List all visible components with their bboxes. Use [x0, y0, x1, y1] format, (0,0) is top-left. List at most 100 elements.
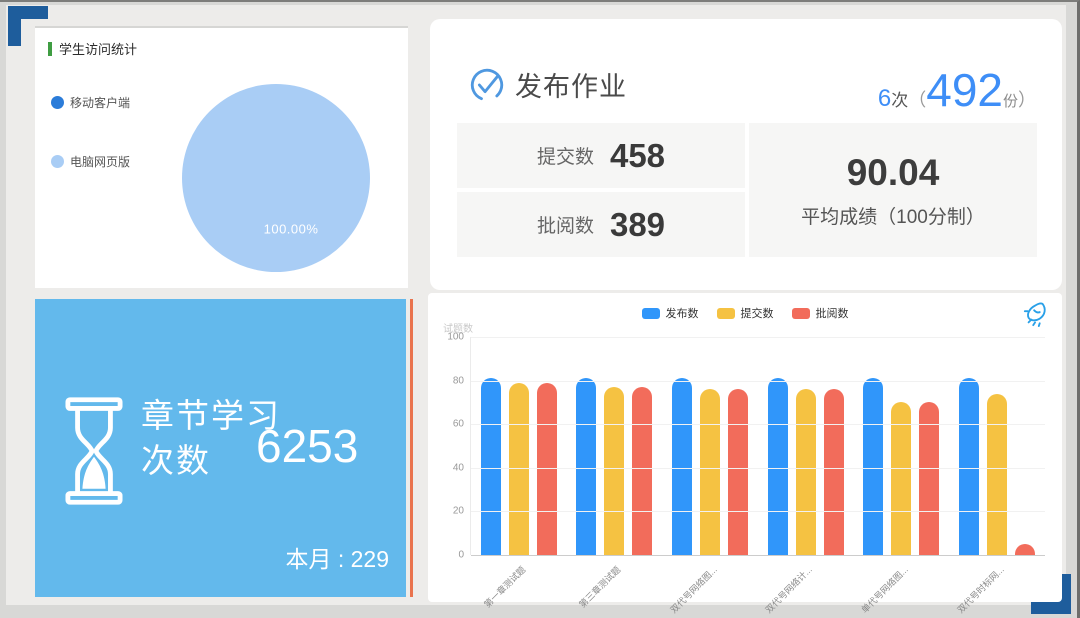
bar-批阅数[interactable] — [536, 382, 557, 555]
bar-cluster — [672, 337, 749, 555]
panel-title-row: 学生访问统计 — [48, 39, 137, 58]
bar-chart-plot-area: 第一章测试题 第三章测试题 双代号网络图... 双代号网络计... 单代号网络图... 双… — [447, 332, 1045, 615]
average-score-value: 90.04 — [846, 151, 940, 193]
bar-group: 单代号网络图... — [859, 337, 940, 615]
bar-批阅数[interactable] — [1015, 544, 1036, 555]
bar-批阅数[interactable] — [632, 387, 653, 555]
gridline — [471, 337, 1045, 338]
accent-divider-line — [410, 299, 413, 597]
homework-bar-chart-panel: 发布数 提交数 批阅数 试题数 第一章测试题 第三章测试题 双代号网络图... 双代号网络… — [428, 293, 1062, 615]
title-accent-bar — [48, 41, 52, 56]
bar-cluster — [959, 337, 1036, 555]
bar-发布数[interactable] — [672, 378, 693, 555]
bar-发布数[interactable] — [767, 378, 788, 555]
legend-label: 发布数 — [665, 308, 699, 320]
bar-cluster — [480, 337, 557, 555]
bar-批阅数[interactable] — [919, 402, 940, 555]
pie-legend-item[interactable]: 移动客户端 — [51, 94, 130, 111]
stats-left-column: 提交数 458 批阅数 389 — [457, 123, 745, 257]
bar-发布数[interactable] — [576, 378, 597, 555]
bar-发布数[interactable] — [959, 378, 980, 555]
bar-group: 双代号网络计... — [764, 337, 844, 615]
chapter-title-line1: 章节学习 — [141, 397, 281, 434]
legend-swatch — [791, 307, 810, 319]
bar-cluster — [863, 337, 940, 555]
corner-bracket-top-left — [8, 6, 48, 46]
bar-发布数[interactable] — [863, 378, 884, 555]
x-axis-label: 双代号网络图... — [668, 564, 719, 615]
bar-legend-item[interactable]: 发布数 — [641, 305, 699, 321]
chapter-card-title: 章节学习 次数 — [141, 393, 281, 483]
stat-value: 458 — [609, 136, 666, 174]
y-axis-tick: 40 — [452, 462, 464, 474]
stat-label: 批阅数 — [536, 216, 594, 237]
average-score-box: 90.04 平均成绩（100分制） — [749, 123, 1037, 257]
panel-title: 学生访问统计 — [59, 42, 138, 57]
times-unit: 次 — [891, 91, 909, 110]
legend-label: 移动客户端 — [70, 96, 131, 110]
gridline — [471, 380, 1045, 382]
legend-label: 批阅数 — [815, 308, 849, 320]
y-axis-tick: 60 — [452, 418, 464, 430]
bar-cluster — [767, 337, 844, 555]
pie-chart[interactable]: 100.00% — [182, 84, 370, 272]
legend-label: 提交数 — [740, 308, 774, 320]
chapter-month-count: 本月 : 229 — [285, 546, 389, 572]
homework-panel: 发布作业 6 次 （ 492 份 ） 提交数 458 批阅数 389 90.0 — [430, 19, 1062, 290]
paren-open: （ — [908, 90, 927, 110]
legend-color-dot — [51, 96, 64, 109]
legend-label: 电脑网页版 — [70, 155, 131, 169]
bar-提交数[interactable] — [987, 393, 1008, 555]
rocket-doodle-icon[interactable] — [1023, 300, 1049, 328]
y-axis-tick: 100 — [447, 331, 464, 343]
bar-提交数[interactable] — [508, 382, 529, 555]
gridline — [471, 511, 1045, 513]
check-circle-icon — [470, 68, 504, 101]
gridline — [471, 424, 1045, 426]
chapter-learning-card[interactable]: 章节学习 次数 6253 本月 : 229 — [35, 299, 406, 597]
gridline — [471, 555, 1045, 556]
bar-发布数[interactable] — [480, 378, 501, 555]
bar-group: 双代号时标网... — [955, 337, 1036, 615]
homework-stats: 提交数 458 批阅数 389 90.04 平均成绩（100分制） — [457, 123, 1037, 257]
bar-legend-item[interactable]: 提交数 — [716, 305, 774, 321]
bar-提交数[interactable] — [891, 402, 912, 555]
homework-title: 发布作业 — [515, 72, 627, 102]
bar-group: 双代号网络图... — [668, 337, 749, 615]
chapter-title-line2: 次数 — [141, 442, 211, 479]
bar-group: 第一章测试题 — [480, 337, 557, 610]
times-value: 6 — [877, 85, 892, 112]
stat-value: 389 — [609, 205, 666, 243]
x-axis-label: 单代号网络图... — [859, 564, 910, 615]
y-axis-tick: 0 — [458, 549, 464, 561]
bar-批阅数[interactable] — [728, 389, 749, 555]
legend-swatch — [641, 307, 660, 319]
pie-data-label: 100.00% — [263, 221, 319, 237]
x-axis-label: 双代号时标网... — [955, 564, 1006, 615]
stat-label: 提交数 — [536, 147, 594, 168]
pie-legend: 移动客户端电脑网页版 — [51, 94, 130, 170]
bar-提交数[interactable] — [700, 389, 721, 555]
y-axis-tick: 20 — [452, 505, 464, 517]
y-axis-title: 试题数 — [443, 324, 473, 335]
paren-close: ） — [1018, 90, 1036, 110]
y-axis-tick: 80 — [452, 375, 464, 387]
bar-提交数[interactable] — [795, 389, 816, 555]
homework-header: 发布作业 — [468, 65, 627, 104]
gridline — [471, 467, 1045, 469]
bar-批阅数[interactable] — [823, 389, 844, 555]
total-value: 492 — [926, 64, 1003, 116]
legend-swatch — [716, 307, 735, 319]
chapter-count-value: 6253 — [256, 420, 359, 472]
total-unit: 份 — [1002, 93, 1018, 110]
average-score-label: 平均成绩（100分制） — [801, 206, 985, 228]
bar-group: 第三章测试题 — [576, 337, 653, 610]
student-visits-panel: 学生访问统计 移动客户端电脑网页版 100.00% — [35, 26, 408, 288]
bar-提交数[interactable] — [604, 387, 625, 555]
pie-legend-item[interactable]: 电脑网页版 — [51, 153, 130, 170]
stat-row-reviewed: 批阅数 389 — [457, 192, 745, 257]
bar-chart-legend: 发布数 提交数 批阅数 — [428, 305, 1062, 321]
bar-legend-item[interactable]: 批阅数 — [791, 305, 849, 321]
x-axis-label: 双代号网络计... — [763, 564, 815, 615]
